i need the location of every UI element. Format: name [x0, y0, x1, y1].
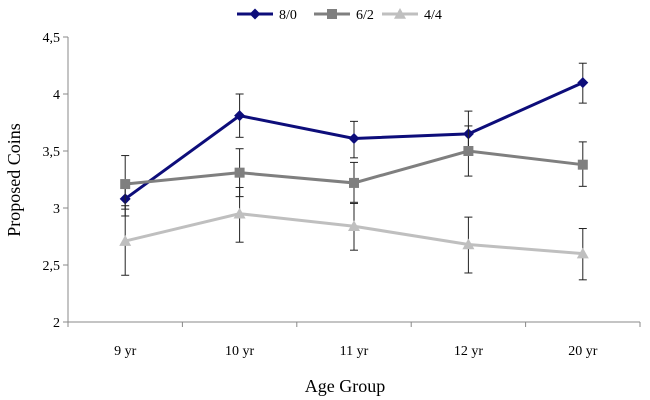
data-point	[462, 238, 475, 250]
y-tick-label: 2	[53, 316, 60, 331]
data-point	[233, 207, 246, 219]
series-4-4	[119, 186, 589, 281]
y-axis-title: Proposed Coins	[4, 123, 24, 237]
x-tick-label: 20 yr	[568, 344, 598, 359]
x-tick-label: 11 yr	[340, 344, 369, 359]
data-point	[234, 110, 246, 122]
y-tick-label: 4,5	[43, 31, 61, 46]
y-tick-label: 3	[53, 202, 60, 217]
series-8-0	[119, 62, 589, 217]
legend: 8/0 6/2 4/4	[237, 8, 442, 23]
legend-label: 6/2	[356, 8, 374, 23]
data-point	[119, 235, 132, 246]
x-axis: 9 yr 10 yr 11 yr 12 yr 20 yr	[67, 321, 641, 359]
x-tick-label: 12 yr	[454, 344, 484, 359]
legend-swatch-marker	[394, 8, 406, 19]
x-tick-label: 9 yr	[114, 344, 137, 359]
data-point	[577, 77, 589, 89]
x-tick-label: 10 yr	[225, 344, 255, 359]
legend-label: 8/0	[279, 8, 297, 23]
data-point	[463, 146, 474, 156]
y-tick-label: 3,5	[43, 145, 61, 160]
legend-swatch-marker	[249, 8, 261, 20]
data-point	[234, 167, 245, 178]
y-tick-label: 2,5	[43, 259, 61, 274]
legend-item: 6/2	[314, 8, 374, 23]
data-point	[348, 220, 360, 232]
legend-item: 4/4	[382, 8, 442, 23]
plot-area	[119, 62, 589, 281]
legend-swatch-marker	[327, 9, 337, 19]
data-point	[577, 159, 588, 170]
data-point	[120, 179, 131, 190]
y-tick-label: 4	[53, 88, 60, 103]
y-axis: 2 2,5 3 3,5 4 4,5	[43, 31, 69, 331]
series-6-2	[120, 125, 588, 210]
data-point	[576, 247, 589, 259]
legend-label: 4/4	[424, 8, 442, 23]
x-axis-title: Age Group	[305, 376, 385, 396]
legend-item: 8/0	[237, 8, 297, 23]
data-point	[349, 177, 359, 188]
data-point	[348, 132, 360, 144]
